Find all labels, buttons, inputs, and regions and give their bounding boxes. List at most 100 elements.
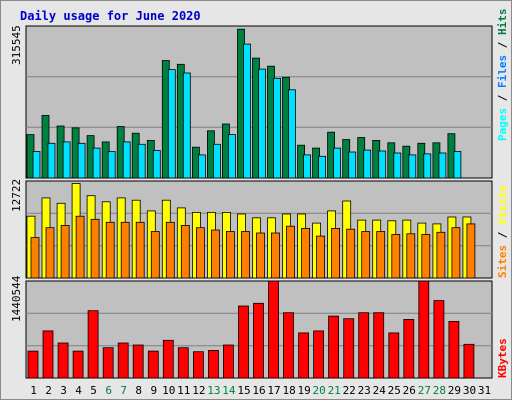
hits-ymax-label: 315545 <box>10 25 23 65</box>
kbytes-bar <box>463 343 475 379</box>
sites-bar <box>210 229 220 279</box>
sites-bar <box>286 225 295 279</box>
kbytes-bar <box>177 347 189 379</box>
files-bar <box>227 134 236 179</box>
files-bar <box>423 153 432 179</box>
hits-files-pages-legend: Pages / Files / Hits <box>496 9 509 142</box>
visits-ymax-label: 12722 <box>10 179 23 212</box>
day-label: 16 <box>252 384 265 397</box>
legend-visits: Visits <box>496 185 509 225</box>
files-bar <box>318 155 327 179</box>
legend-separator: / <box>496 225 509 245</box>
kbytes-bar <box>403 318 415 379</box>
kbytes-bar <box>147 350 159 379</box>
sites-bar <box>346 228 356 279</box>
files-bar <box>152 150 161 179</box>
kbytes-bar <box>418 280 430 379</box>
legend-kbytes: KBytes <box>496 338 509 378</box>
kbytes-bar <box>313 330 325 379</box>
files-bar <box>167 69 176 179</box>
sites-bar <box>105 221 115 279</box>
kbytes-bar <box>57 342 69 379</box>
sites-bar <box>256 232 265 279</box>
day-label: 12 <box>192 384 205 397</box>
day-label: 30 <box>463 384 476 397</box>
files-bar <box>393 152 402 179</box>
files-bar <box>363 149 372 179</box>
kbytes-bar <box>358 312 370 379</box>
files-bar <box>122 141 131 179</box>
chart-title: Daily usage for June 2020 <box>20 9 201 23</box>
files-bar <box>258 68 266 179</box>
day-label: 7 <box>120 384 127 397</box>
kbytes-bar <box>433 300 445 379</box>
files-bar <box>47 142 56 179</box>
files-bar <box>288 89 296 179</box>
day-label: 3 <box>60 384 67 397</box>
kbytes-bar <box>162 339 174 379</box>
day-label: 13 <box>207 384 220 397</box>
legend-hits: Hits <box>496 9 509 36</box>
day-label: 31 <box>478 384 491 397</box>
day-label: 27 <box>418 384 431 397</box>
files-bar <box>77 142 86 179</box>
kbytes-bar <box>87 310 99 379</box>
sites-bar <box>60 224 70 279</box>
kbytes-ymax-label: 1440544 <box>10 275 23 322</box>
kbytes-bar <box>283 312 294 379</box>
files-bar <box>62 141 71 179</box>
day-label: 26 <box>403 384 416 397</box>
sites-bar <box>45 227 55 279</box>
day-label: 22 <box>343 384 356 397</box>
day-label: 21 <box>328 384 341 397</box>
files-bar <box>333 147 342 179</box>
kbytes-bar <box>448 320 460 379</box>
day-label: 24 <box>373 384 387 397</box>
kbytes-bar <box>192 351 204 379</box>
sites-bar <box>301 227 311 279</box>
sites-bar <box>466 223 476 279</box>
files-bar <box>303 154 312 179</box>
sites-bar <box>90 218 100 279</box>
chart-bars <box>26 28 476 379</box>
sites-bar <box>271 232 280 279</box>
sites-bar <box>406 233 416 279</box>
day-label: 9 <box>150 384 157 397</box>
sites-bar <box>30 237 40 279</box>
sites-bar <box>436 231 446 279</box>
kbytes-bar <box>253 302 264 379</box>
kbytes-bar <box>388 332 400 379</box>
sites-bar <box>180 224 190 279</box>
day-label: 4 <box>75 384 82 397</box>
day-label: 25 <box>388 384 401 397</box>
svg-text:Sites / Visits: Sites / Visits <box>496 185 509 278</box>
sites-bar <box>165 221 175 279</box>
day-labels: 1 2 3 4 5 6 7 8 9 10 11 12 13 14 15 16 17 18 19 20 21 22 23 24 2… <box>30 384 491 397</box>
kbytes-bar <box>268 280 279 379</box>
kbytes-bar <box>328 315 340 379</box>
sites-bar <box>75 215 85 279</box>
files-bar <box>92 147 101 179</box>
files-bar <box>453 151 462 179</box>
kbytes-bar <box>102 347 114 379</box>
legend-separator: / <box>496 88 509 108</box>
kbytes-bar <box>207 349 219 379</box>
sites-bar <box>376 231 386 279</box>
day-label: 23 <box>358 384 371 397</box>
kbytes-bar <box>298 332 310 379</box>
files-bar <box>212 143 221 179</box>
files-bar <box>378 150 387 179</box>
sites-bar <box>451 227 461 279</box>
kbytes-legend: KBytes <box>496 338 509 378</box>
kbytes-bar <box>42 330 54 379</box>
kbytes-bar <box>132 344 144 379</box>
day-label: 11 <box>177 384 190 397</box>
day-label: 8 <box>135 384 142 397</box>
sites-bar <box>195 227 205 279</box>
files-bar <box>348 151 357 179</box>
sites-bar <box>120 221 130 279</box>
kbytes-bar <box>222 344 234 379</box>
kbytes-bar <box>72 350 84 379</box>
